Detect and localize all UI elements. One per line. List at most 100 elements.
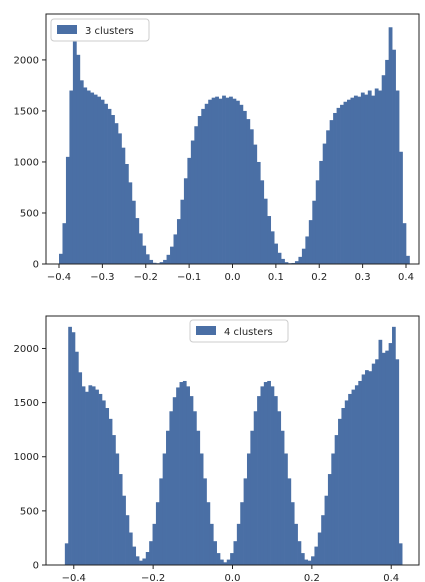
histogram-bar xyxy=(392,49,396,265)
y-tick-label: 2000 xyxy=(14,344,39,355)
legend-swatch xyxy=(196,326,216,335)
histogram-bar xyxy=(350,97,355,264)
histogram-bar xyxy=(348,393,352,565)
histogram-bar xyxy=(187,157,192,264)
histogram-bar xyxy=(304,559,309,565)
histogram-bar xyxy=(236,523,241,565)
y-tick-label: 0 xyxy=(33,561,39,572)
histogram-bar xyxy=(277,411,282,565)
histogram-bar xyxy=(263,198,268,264)
histogram-bar xyxy=(353,95,358,264)
histogram-bar xyxy=(395,359,400,565)
histogram-bar xyxy=(347,99,351,265)
histogram-bar xyxy=(189,396,194,565)
histogram-bar xyxy=(280,430,285,565)
histogram-bar xyxy=(163,259,167,264)
histogram-bar xyxy=(199,453,204,565)
histogram-bar xyxy=(131,200,136,264)
histogram-bar xyxy=(246,453,251,565)
histogram-bar xyxy=(267,380,271,565)
histogram-bar xyxy=(208,99,213,265)
histogram-bar xyxy=(68,326,72,565)
histogram-bar xyxy=(367,90,372,264)
histogram-bar xyxy=(311,556,315,565)
histogram-3-clusters: −0.4 −0.3 −0.2 −0.1 0.0 0.1 0.2 0.3 0.4 0 500 1000… xyxy=(14,13,420,283)
histogram-bar xyxy=(305,236,310,264)
histogram-bar xyxy=(290,502,295,565)
x-tick-label: 0.0 xyxy=(225,573,241,582)
y-axis-ticks: 0 500 1000 1500 2000 xyxy=(14,55,46,271)
histogram-bar xyxy=(333,112,337,264)
histogram-bar xyxy=(317,532,322,565)
histogram-bar xyxy=(385,350,389,565)
histogram-bar xyxy=(183,178,188,264)
histogram-bar xyxy=(121,147,126,264)
histogram-bar xyxy=(374,88,379,265)
x-tick-label: −0.4 xyxy=(47,272,71,283)
histogram-bar xyxy=(371,95,376,264)
histogram-bar xyxy=(213,541,217,565)
histogram-bar xyxy=(331,453,336,565)
histogram-bar xyxy=(267,216,272,264)
histogram-bar xyxy=(88,385,93,565)
histogram-bar xyxy=(319,160,324,264)
histogram-bar xyxy=(64,543,69,565)
histogram-bar xyxy=(395,90,400,264)
histogram-bar xyxy=(340,104,344,264)
histogram-bar xyxy=(132,546,137,565)
histogram-bar xyxy=(294,523,298,565)
histogram-bar xyxy=(138,233,143,264)
x-tick-label: −0.2 xyxy=(141,573,165,582)
histogram-bar xyxy=(71,332,76,565)
histogram-bar xyxy=(361,374,366,565)
histogram-bar xyxy=(124,164,129,264)
histogram-bar xyxy=(118,474,123,565)
histogram-bar xyxy=(388,343,393,565)
histogram-bar xyxy=(114,123,119,265)
histogram-bar xyxy=(108,418,113,565)
histogram-bar xyxy=(176,387,180,565)
histogram-bar xyxy=(173,234,178,264)
histogram-bar xyxy=(190,140,195,264)
histogram-bar xyxy=(172,397,177,565)
histogram-bar xyxy=(270,231,275,264)
histogram-bar xyxy=(226,559,231,565)
histogram-bar xyxy=(79,80,84,264)
histogram-bar xyxy=(368,371,373,565)
y-tick-label: 1500 xyxy=(14,398,39,409)
histogram-bar xyxy=(220,559,224,565)
histogram-bar xyxy=(91,386,96,565)
histogram-bar xyxy=(98,393,103,565)
histogram-bar xyxy=(155,502,160,565)
y-tick-label: 1000 xyxy=(14,157,39,168)
histogram-bar xyxy=(242,110,247,264)
histogram-bar xyxy=(194,126,199,265)
histogram-bar xyxy=(284,262,289,264)
histogram-bar xyxy=(115,453,120,565)
histogram-bar xyxy=(300,553,305,565)
histogram-bar xyxy=(301,248,306,264)
histogram-bar xyxy=(321,515,325,565)
histogram-bar xyxy=(186,386,190,565)
legend-box xyxy=(189,319,289,343)
histogram-bar xyxy=(145,254,150,264)
histogram-bar xyxy=(223,562,228,565)
histogram-bar xyxy=(338,418,342,565)
histogram-bar xyxy=(312,200,317,264)
histogram-bar xyxy=(170,246,174,264)
histogram-bar xyxy=(74,351,79,565)
histogram-bar xyxy=(229,96,233,265)
histogram-bar xyxy=(257,396,261,565)
histogram-bar xyxy=(297,541,302,565)
histogram-bar xyxy=(358,380,363,565)
histogram-bar xyxy=(78,372,83,565)
histogram-bar xyxy=(322,143,327,264)
histogram-bar xyxy=(235,100,240,264)
histogram-bar xyxy=(65,156,70,264)
histogram-bar xyxy=(152,262,157,264)
histogram-bar xyxy=(260,386,265,565)
histogram-bar xyxy=(315,180,320,264)
histogram-bar xyxy=(125,515,130,565)
histogram-bar xyxy=(273,396,278,565)
histogram-bar xyxy=(169,411,174,565)
